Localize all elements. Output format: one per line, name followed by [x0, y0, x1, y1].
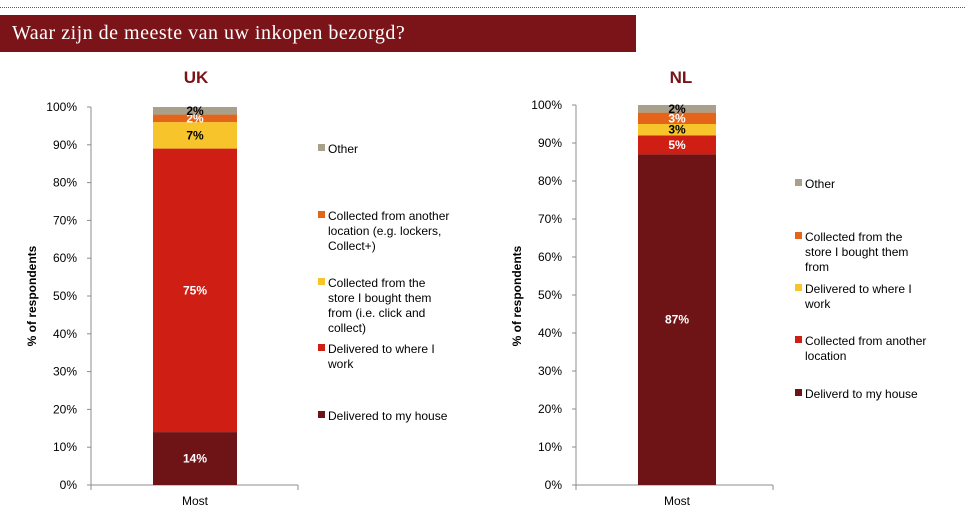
page-title: Waar zijn de meeste van uw inkopen bezor…	[0, 15, 636, 52]
chart-nl-y-tick-label: 40%	[538, 326, 562, 340]
chart-nl-y-tick-label: 10%	[538, 440, 562, 454]
chart-nl-data-label-1: 87%	[665, 313, 689, 327]
chart-uk-data-label-5: 2%	[186, 104, 204, 118]
chart-uk-legend-label-3: from (i.e. click and	[328, 306, 425, 320]
chart-uk-legend-label-2: location (e.g. lockers,	[328, 224, 441, 238]
chart-nl-y-tick-label: 100%	[531, 98, 562, 112]
chart-nl-title: NL	[670, 68, 693, 87]
chart-uk-legend-swatch-1	[318, 144, 325, 151]
chart-uk-y-tick-label: 30%	[53, 365, 77, 379]
chart-nl-category-label: Most	[664, 494, 691, 508]
chart-nl-legend-label-4: location	[805, 349, 846, 363]
chart-uk-legend-label-3: store I bought them	[328, 291, 431, 305]
chart-nl-y-axis-title: % of respondents	[510, 245, 524, 346]
chart-nl-bar-segment-5	[638, 105, 716, 113]
chart-uk-bar-segment-1	[153, 432, 237, 485]
chart-uk-y-axis-title: % of respondents	[25, 245, 39, 346]
chart-uk-legend-label-2: Collect+)	[328, 239, 376, 253]
chart-uk-bar-segment-5	[153, 107, 237, 115]
chart-uk-category-label: Most	[182, 494, 209, 508]
chart-uk-legend-label-3: Collected from the	[328, 276, 426, 290]
chart-uk-data-label-3: 7%	[186, 128, 204, 142]
chart-uk-bar-segment-2	[153, 148, 237, 433]
chart-nl-data-label-5: 2%	[668, 102, 686, 116]
chart-nl-legend-label-3: Delivered to where I	[805, 282, 912, 296]
chart-uk-legend-label-4: Delivered to where I	[328, 342, 435, 356]
chart-uk-y-tick-label: 10%	[53, 440, 77, 454]
chart-uk-bar-segment-3	[153, 122, 237, 149]
top-dotted-rule	[0, 7, 965, 8]
chart-nl-y-tick-label: 60%	[538, 250, 562, 264]
chart-nl-legend-swatch-2	[795, 232, 802, 239]
chart-nl-legend-label-1: Other	[805, 177, 835, 191]
chart-nl-y-tick-label: 50%	[538, 288, 562, 302]
chart-nl-bar-segment-2	[638, 135, 716, 155]
chart-nl-legend-label-2: Collected from the	[805, 230, 903, 244]
chart-uk-data-label-1: 14%	[183, 452, 207, 466]
chart-nl-legend-swatch-4	[795, 336, 802, 343]
chart-nl-data-label-3: 3%	[668, 123, 686, 137]
chart-uk-y-tick-label: 100%	[46, 100, 77, 114]
chart-nl-legend-label-4: Collected from another	[805, 334, 926, 348]
chart-nl-bar-segment-4	[638, 112, 716, 124]
chart-uk-legend-label-1: Other	[328, 142, 358, 156]
chart-uk-y-tick-label: 0%	[60, 478, 78, 492]
chart-uk-data-label-4: 2%	[186, 111, 204, 125]
chart-nl-y-tick-label: 70%	[538, 212, 562, 226]
chart-uk-y-tick-label: 40%	[53, 327, 77, 341]
chart-nl-data-label-4: 3%	[668, 111, 686, 125]
chart-uk-y-tick-label: 90%	[53, 138, 77, 152]
chart-uk-legend-label-4: work	[327, 357, 354, 371]
chart-uk-y-tick-label: 80%	[53, 176, 77, 190]
chart-uk-legend-swatch-5	[318, 411, 325, 418]
chart-nl-legend-swatch-3	[795, 284, 802, 291]
chart-uk-y-tick-label: 60%	[53, 251, 77, 265]
chart-nl-legend-swatch-1	[795, 179, 802, 186]
chart-uk-legend-swatch-2	[318, 211, 325, 218]
chart-uk-data-label-2: 75%	[183, 283, 207, 297]
chart-uk-bar-segment-4	[153, 114, 237, 123]
chart-uk-legend-label-5: Delivered to my house	[328, 409, 448, 423]
chart-uk-legend-swatch-4	[318, 344, 325, 351]
chart-nl-y-tick-label: 80%	[538, 174, 562, 188]
chart-nl-y-tick-label: 0%	[545, 478, 563, 492]
chart-nl-bar-segment-3	[638, 124, 716, 136]
chart-nl-legend-label-3: work	[804, 297, 831, 311]
chart-uk-legend-label-3: collect)	[328, 321, 366, 335]
chart-nl-data-label-2: 5%	[668, 138, 686, 152]
chart-nl-y-tick-label: 30%	[538, 364, 562, 378]
chart-uk-legend-swatch-3	[318, 278, 325, 285]
chart-nl-y-tick-label: 90%	[538, 136, 562, 150]
chart-nl-legend-swatch-5	[795, 389, 802, 396]
chart-nl-y-tick-label: 20%	[538, 402, 562, 416]
chart-uk-y-tick-label: 50%	[53, 289, 77, 303]
chart-uk-title: UK	[184, 68, 209, 87]
chart-nl-bar-segment-1	[638, 154, 716, 485]
chart-uk-y-tick-label: 20%	[53, 402, 77, 416]
chart-nl-legend-label-2: store I bought them	[805, 245, 908, 259]
chart-uk-y-tick-label: 70%	[53, 213, 77, 227]
chart-nl-legend-label-2: from	[805, 260, 829, 274]
chart-uk-legend-label-2: Collected from another	[328, 209, 449, 223]
chart-nl-legend-label-5: Deliverd to my house	[805, 387, 918, 401]
